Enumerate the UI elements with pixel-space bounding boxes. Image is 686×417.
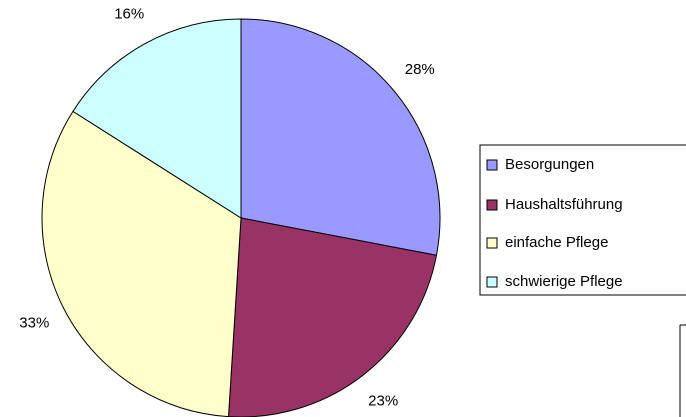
legend-label: Besorgungen — [505, 156, 594, 173]
legend-swatch — [486, 159, 498, 171]
legend-swatch — [486, 199, 498, 211]
legend-label: schwierige Pflege — [505, 273, 623, 290]
data-label: 23% — [368, 392, 398, 409]
legend-swatch — [486, 276, 498, 288]
legend-label: Haushaltsführung — [505, 196, 623, 213]
data-label: 28% — [405, 61, 435, 78]
pie-slice — [240, 18, 441, 256]
pie-slice — [41, 110, 242, 417]
pie-slice — [227, 217, 438, 417]
legend-swatch — [486, 237, 498, 249]
legend-label: einfache Pflege — [505, 234, 608, 251]
pie-slice — [72, 18, 242, 219]
data-label: 33% — [19, 314, 49, 331]
legend-box — [479, 144, 686, 296]
data-label: 16% — [114, 6, 144, 23]
